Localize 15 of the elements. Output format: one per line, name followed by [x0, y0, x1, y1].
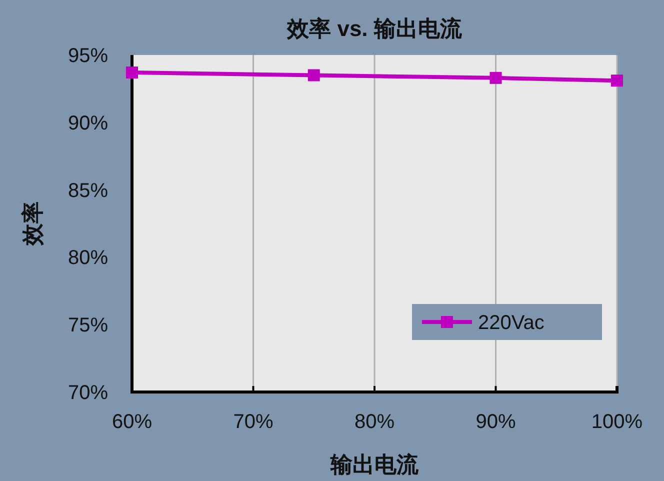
- y-tick-label: 80%: [68, 247, 108, 270]
- x-tick-label: 70%: [233, 411, 274, 433]
- x-tick-label: 80%: [354, 411, 395, 433]
- x-tick-label: 100%: [591, 411, 643, 433]
- x-tick-label: 90%: [476, 411, 516, 433]
- x-axis-title: 输出电流: [330, 452, 420, 477]
- y-tick-label: 95%: [68, 45, 108, 67]
- y-tick-label: 90%: [68, 112, 108, 134]
- legend-label: 220Vac: [478, 312, 544, 334]
- x-tick-label: 60%: [112, 411, 152, 433]
- y-axis-title: 效率: [20, 202, 45, 246]
- y-tick-label: 85%: [68, 180, 108, 202]
- chart-title: 效率 vs. 输出电流: [286, 16, 463, 41]
- y-tick-label: 75%: [68, 314, 108, 337]
- y-tick-label: 70%: [68, 382, 108, 404]
